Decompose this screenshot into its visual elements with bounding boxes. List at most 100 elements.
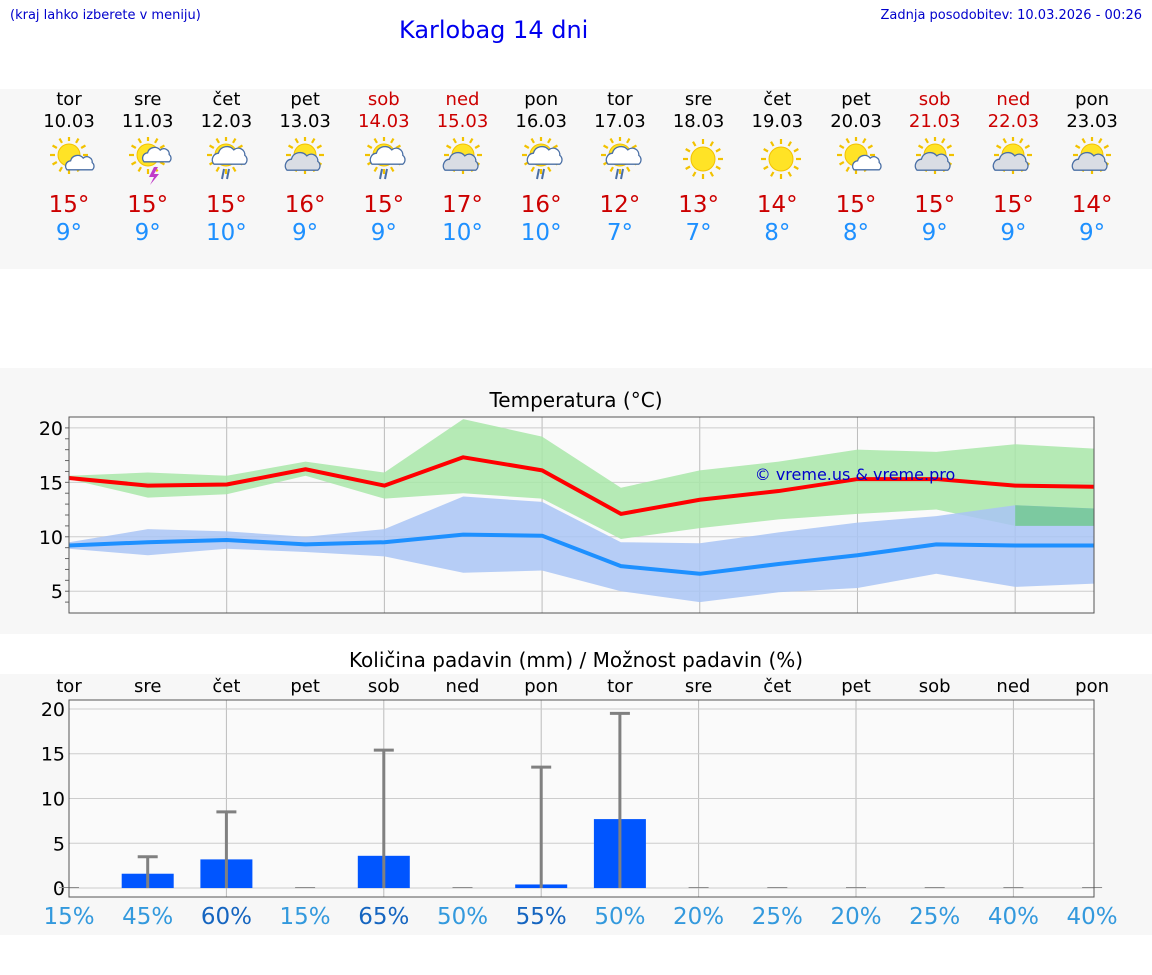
precip-day-label: ned	[996, 676, 1031, 697]
precip-probability: 20%	[673, 904, 725, 930]
day-column: tor 10.03 15° 9°	[30, 89, 108, 247]
temp-max: 15°	[835, 192, 877, 218]
precip-day-label: ned	[445, 676, 480, 697]
sun-cloud-rain-icon	[600, 137, 642, 180]
temp-min: 10°	[442, 220, 483, 246]
precip-probability: 65%	[358, 904, 410, 930]
day-column: sob 21.03 15° 9°	[896, 89, 974, 247]
temp-min: 9°	[55, 220, 83, 246]
day-name: sob	[367, 89, 400, 110]
min-temp-line	[68, 532, 1094, 576]
day-date: 12.03	[200, 111, 253, 132]
plot-frame	[68, 416, 1095, 614]
day-name: čet	[212, 89, 241, 110]
precip-day-label: pon	[1075, 676, 1110, 697]
temp-min: 7°	[685, 220, 712, 246]
precip-probability: 25%	[751, 904, 803, 930]
last-update: Zadnja posodobitev: 10.03.2026 - 00:26	[880, 8, 1142, 23]
temperature-chart: 5 10 15 20 © vreme.us & vreme.pro	[39, 416, 1095, 614]
temp-max: 15°	[914, 192, 956, 218]
day-date: 17.03	[594, 111, 646, 132]
day-date: 15.03	[436, 111, 489, 132]
y-tick-label: 10	[39, 527, 63, 549]
forecast-strip: tor 10.03 15° 9° sre 11.03 15° 9° čet 12.03 15° 10°…	[0, 89, 1152, 269]
precip-day-label: sob	[367, 676, 400, 697]
temp-max: 15°	[206, 192, 247, 218]
precip-day-label: sre	[684, 676, 713, 697]
page-title: Karlobag 14 dni	[399, 16, 589, 44]
y-tick-label: 5	[53, 833, 65, 855]
temp-min: 9°	[1000, 220, 1027, 246]
temp-max: 15°	[48, 192, 90, 218]
precip-day-label: čet	[212, 676, 241, 697]
precip-day-label: sob	[918, 676, 951, 697]
watermark: © vreme.us & vreme.pro	[755, 465, 956, 484]
plot-frame	[68, 699, 1095, 898]
temperature-title: Temperatura (°C)	[489, 388, 663, 412]
day-column: ned 15.03 17° 10°	[424, 89, 502, 247]
precip-day-label: pet	[841, 676, 871, 697]
day-column: sre 18.03 13° 7°	[660, 89, 738, 247]
precip-probability: 60%	[200, 904, 252, 930]
precip-day-label: tor	[56, 676, 82, 697]
temp-min: 7°	[606, 220, 633, 246]
day-column: pon 16.03 16° 10°	[502, 89, 580, 247]
precip-bar	[688, 887, 709, 889]
region-menu-hint[interactable]: (kraj lahko izberete v meniju)	[10, 8, 201, 23]
precip-probability: 40%	[1066, 904, 1118, 930]
sun-partly-cloudy-icon	[50, 137, 95, 174]
temp-max: 15°	[127, 192, 169, 218]
temp-min: 8°	[842, 220, 870, 246]
sun-cloud-rain-icon	[207, 137, 249, 180]
sun-partly-cloudy-icon	[837, 137, 882, 174]
day-name: pet	[290, 89, 320, 110]
day-column: čet 19.03 14° 8°	[738, 89, 816, 247]
y-tick-label: 10	[41, 789, 65, 811]
day-column: sre 11.03 15° 9°	[109, 89, 187, 247]
day-column: ned 22.03 15° 9°	[974, 89, 1052, 247]
day-column: čet 12.03 15° 10°	[187, 89, 265, 247]
sun-cloud-icon	[993, 137, 1033, 174]
day-name: tor	[56, 89, 82, 110]
temp-min: 8°	[764, 220, 791, 246]
day-date: 13.03	[279, 111, 331, 132]
day-column: sob 14.03 15° 9°	[345, 89, 423, 247]
precip-day-label: čet	[763, 676, 792, 697]
precip-probability: 15%	[43, 904, 95, 930]
sun-cloud-icon	[1071, 137, 1112, 174]
precip-day-label: sre	[133, 676, 162, 697]
sun-cloud-icon	[442, 137, 482, 174]
day-name: ned	[445, 89, 480, 110]
precip-probability: 40%	[987, 904, 1039, 930]
temp-min: 9°	[921, 220, 948, 246]
sun-cloud-icon	[914, 137, 954, 174]
precip-probability: 50%	[436, 904, 489, 930]
day-column: pet 20.03 15° 8°	[817, 89, 895, 247]
day-name: sob	[918, 89, 951, 110]
precip-bar	[924, 887, 945, 889]
precip-probability: 45%	[122, 904, 174, 930]
precip-bar	[295, 887, 316, 889]
temp-min: 9°	[370, 220, 397, 246]
day-column: pet 13.03 16° 9°	[266, 89, 344, 247]
precip-probability: 55%	[515, 904, 567, 930]
precip-bar	[767, 887, 788, 889]
sun-thunder-icon	[128, 137, 172, 185]
day-date: 10.03	[43, 111, 95, 132]
precip-probability: 15%	[279, 904, 331, 930]
max-temp-line	[68, 455, 1095, 516]
temp-max: 12°	[599, 192, 641, 218]
precip-probability: 25%	[909, 904, 961, 930]
y-tick-label: 15	[39, 472, 63, 494]
day-date: 20.03	[830, 111, 882, 132]
sun-cloud-icon	[284, 137, 325, 174]
day-name: pet	[841, 89, 871, 110]
temp-min: 9°	[134, 220, 161, 246]
day-name: ned	[996, 89, 1031, 110]
temp-min: 9°	[1079, 220, 1106, 246]
day-name: sre	[684, 89, 713, 110]
overlap-band	[1015, 505, 1094, 526]
temp-max: 17°	[442, 192, 483, 218]
precip-bar	[452, 887, 473, 889]
sun-icon	[682, 139, 723, 179]
